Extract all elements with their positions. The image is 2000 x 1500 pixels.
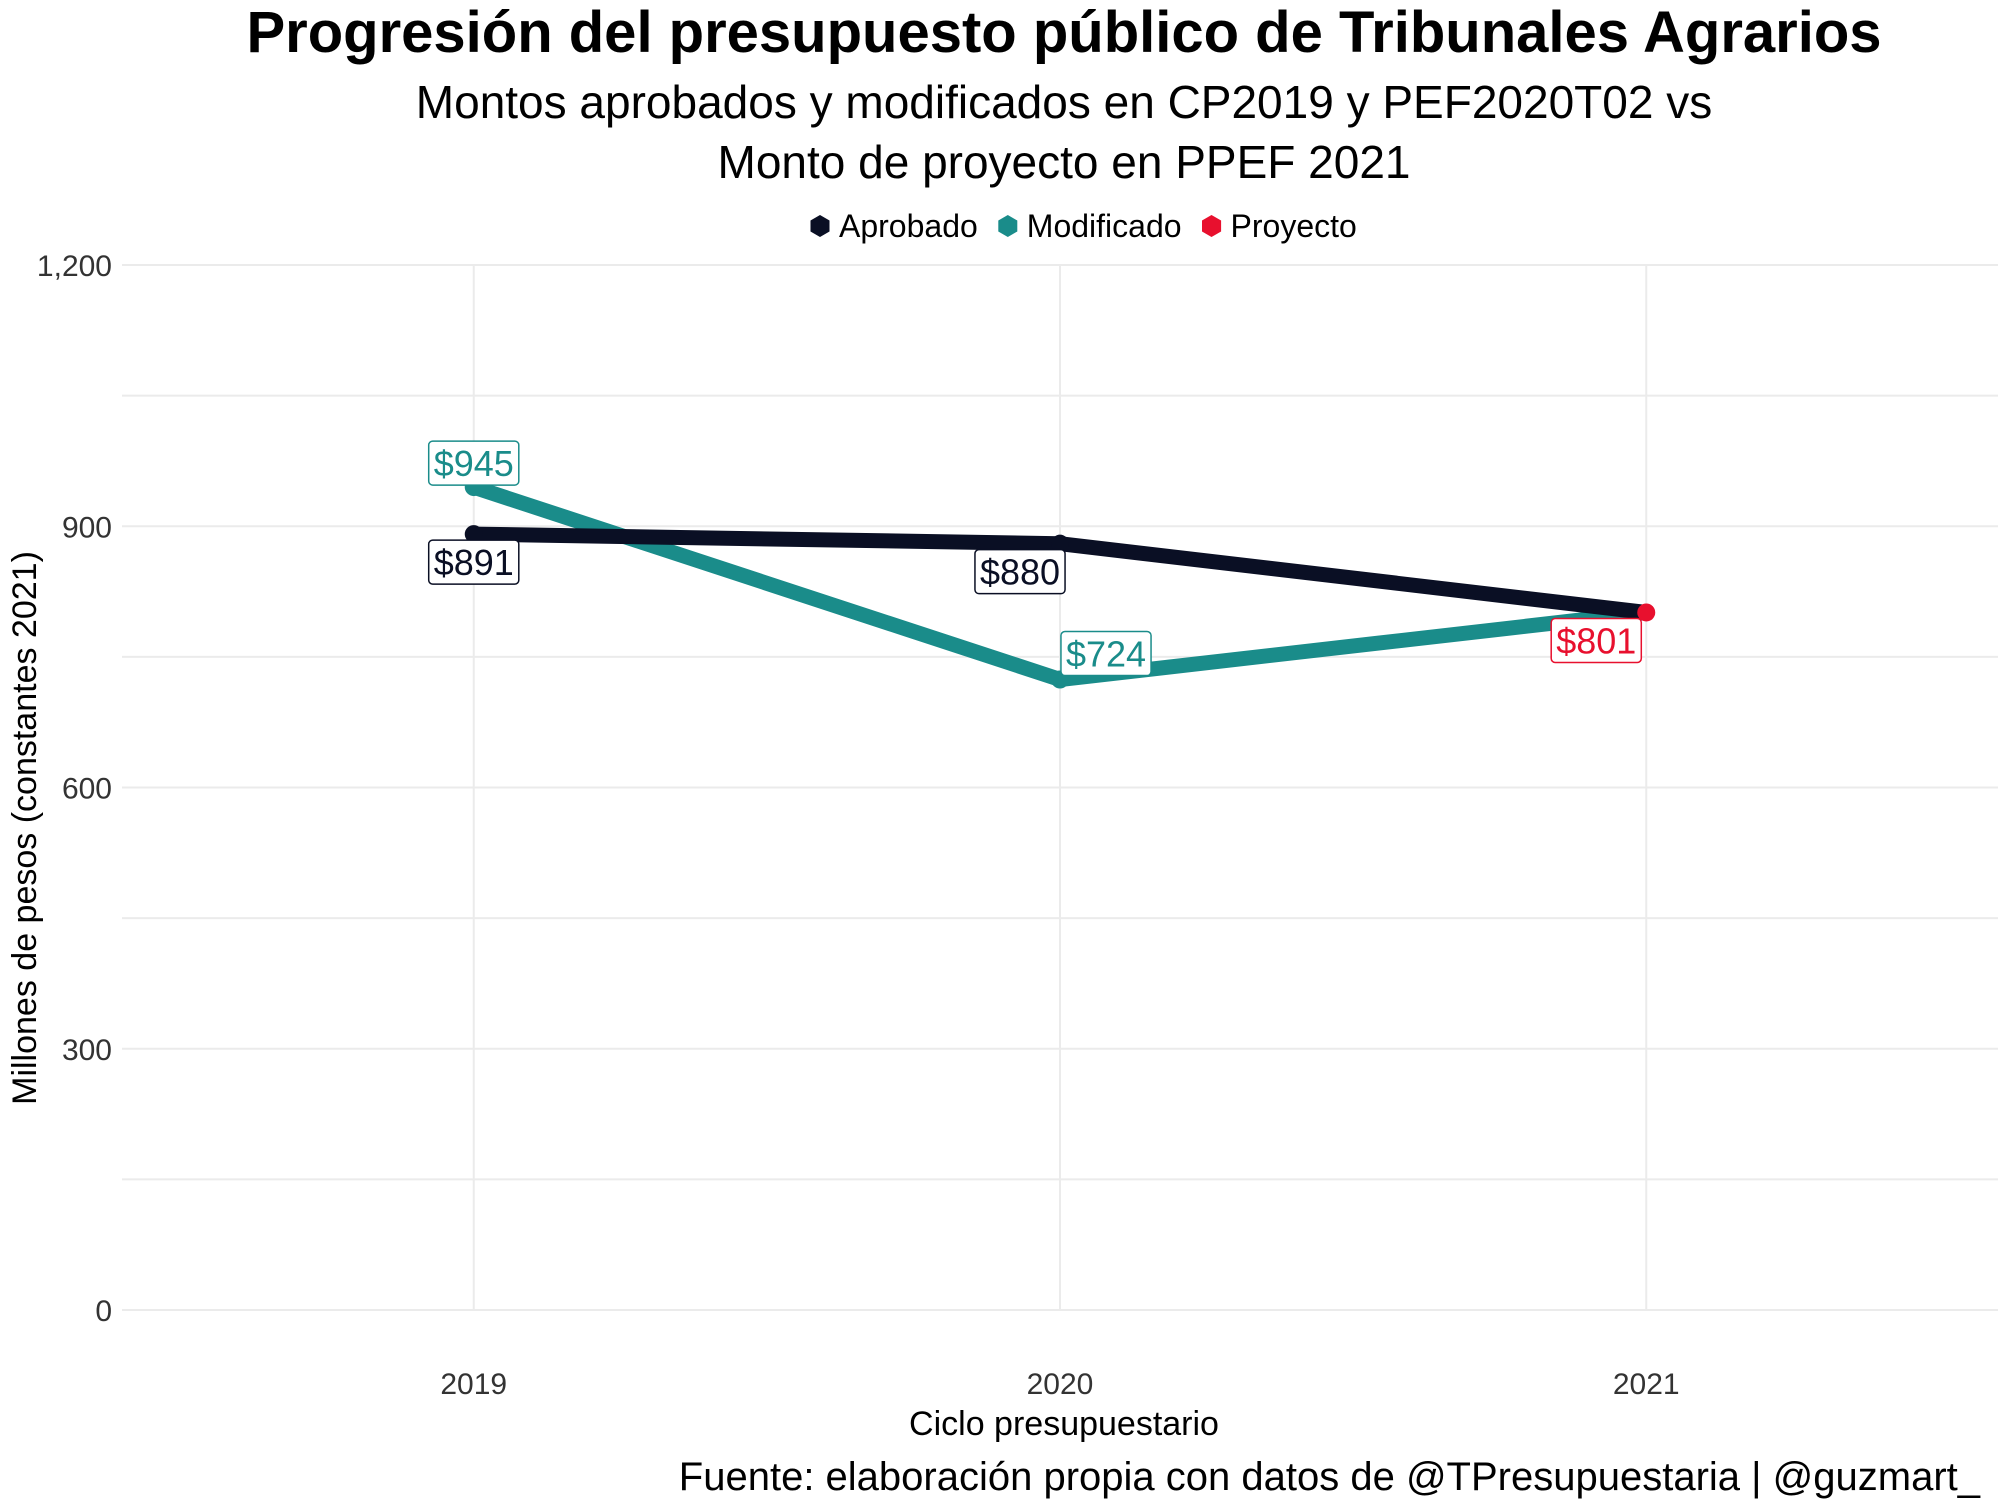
legend: Aprobado Modificado Proyecto [810, 208, 1357, 244]
data-point-aprobado [1051, 534, 1069, 553]
y-axis-ticks: 0 300 600 900 1,200 [37, 250, 112, 1328]
chart-subtitle-line-2: Monto de proyecto en PPEF 2021 [718, 136, 1411, 188]
data-point-aprobado [464, 525, 483, 544]
y-tick-label: 300 [62, 1034, 112, 1067]
grid [122, 264, 1998, 1311]
x-tick-label: 2020 [1027, 1368, 1094, 1401]
legend-label: Modificado [1027, 208, 1182, 244]
x-tick-label: 2019 [440, 1368, 507, 1401]
y-tick-label: 600 [62, 773, 112, 806]
x-axis-ticks: 2019 2020 2021 [440, 1368, 1679, 1401]
svg-text:$891: $891 [434, 542, 514, 583]
x-axis-title: Ciclo presupuestario [909, 1405, 1219, 1443]
data-label-proyecto: $801 [1550, 617, 1643, 664]
y-tick-label: 1,200 [37, 250, 112, 283]
data-point-proyecto [1637, 603, 1656, 622]
data-label-modificado: $945 [427, 440, 520, 486]
data-labels: $891 $880 $945 $724 $801 [427, 440, 1643, 677]
svg-text:$880: $880 [980, 552, 1060, 593]
svg-text:$801: $801 [1556, 620, 1636, 661]
chart-caption: Fuente: elaboración propia con datos de … [679, 1455, 1981, 1499]
data-label-modificado: $724 [1060, 630, 1152, 677]
legend-swatch [998, 215, 1018, 237]
svg-text:$724: $724 [1066, 634, 1146, 675]
legend-swatch [1202, 215, 1222, 237]
chart-title: Progresión del presupuesto público de Tr… [246, 0, 1881, 65]
y-tick-label: 900 [62, 511, 112, 544]
svg-text:$945: $945 [434, 443, 514, 484]
chart-subtitle-line-1: Montos aprobados y modificados en CP2019… [416, 76, 1712, 128]
y-axis-title: Millones de pesos (constantes 2021) [6, 551, 44, 1105]
data-label-aprobado: $891 [427, 539, 520, 585]
legend-label: Aprobado [839, 208, 978, 244]
x-tick-label: 2021 [1613, 1368, 1680, 1401]
data-label-aprobado: $880 [974, 548, 1066, 595]
y-tick-label: 0 [95, 1295, 112, 1328]
legend-label: Proyecto [1231, 208, 1357, 244]
legend-swatch [810, 215, 830, 237]
